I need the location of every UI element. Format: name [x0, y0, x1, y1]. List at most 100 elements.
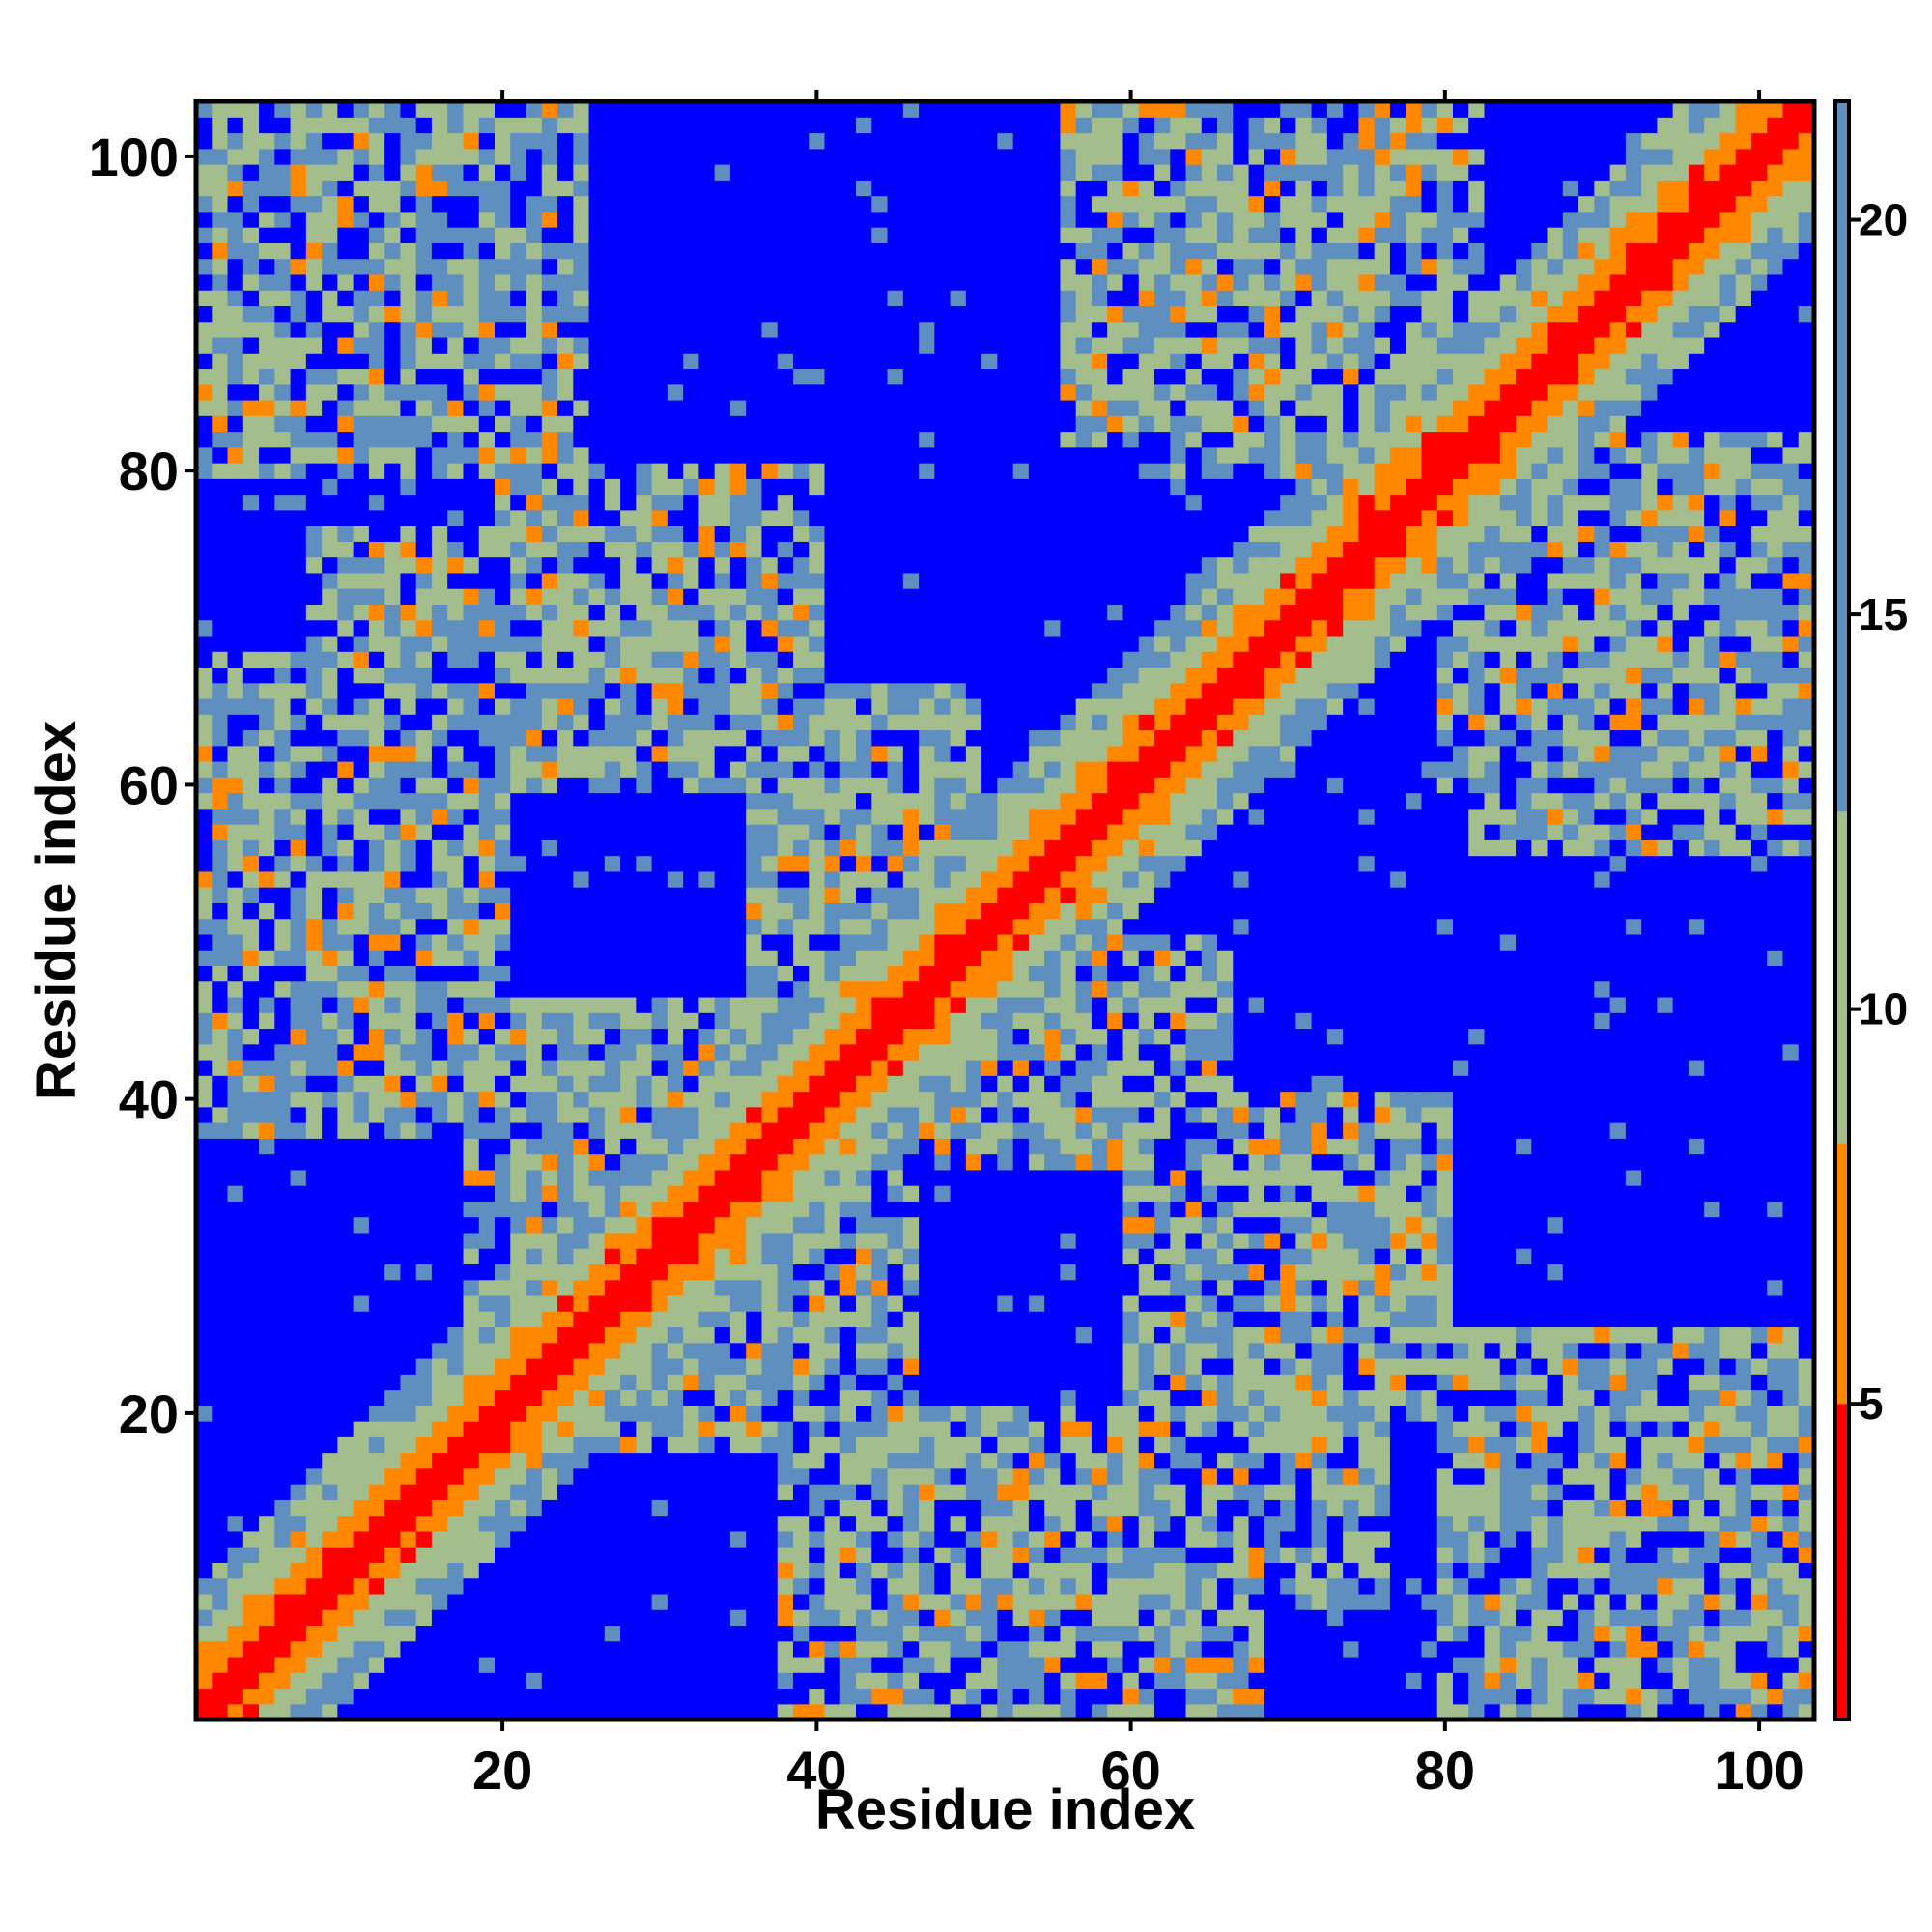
- heatmap-cell: [714, 1075, 731, 1093]
- heatmap-cell: [1578, 1357, 1595, 1375]
- heatmap-cell: [1468, 1169, 1486, 1186]
- heatmap-cell: [1389, 1201, 1406, 1218]
- heatmap-cell: [463, 1232, 480, 1249]
- heatmap-cell: [919, 1264, 935, 1281]
- heatmap-cell: [463, 1138, 480, 1155]
- heatmap-cell: [934, 1405, 952, 1422]
- heatmap-cell: [1012, 1153, 1030, 1171]
- heatmap-cell: [1468, 1421, 1486, 1437]
- heatmap-cell: [322, 1389, 338, 1406]
- heatmap-cell: [1798, 1043, 1815, 1061]
- heatmap-cell: [1641, 1562, 1658, 1579]
- heatmap-cell: [1122, 1059, 1140, 1076]
- heatmap-cell: [353, 1593, 370, 1610]
- heatmap-cell: [729, 1515, 747, 1532]
- heatmap-cell: [620, 980, 637, 998]
- heatmap-cell: [274, 1106, 292, 1123]
- heatmap-cell: [887, 1153, 904, 1171]
- heatmap-cell: [871, 1484, 889, 1500]
- heatmap-cell: [1782, 1248, 1800, 1264]
- heatmap-cell: [1248, 1656, 1265, 1673]
- heatmap-cell: [683, 1043, 699, 1061]
- heatmap-cell: [746, 1279, 763, 1296]
- heatmap-cell: [1625, 1625, 1642, 1642]
- heatmap-cell: [1075, 1703, 1093, 1720]
- heatmap-cell: [557, 1153, 574, 1171]
- heatmap-cell: [1452, 1059, 1469, 1076]
- heatmap-cell: [887, 965, 904, 982]
- heatmap-cell: [274, 1609, 292, 1627]
- heatmap-cell: [305, 1059, 323, 1076]
- heatmap-cell: [746, 1530, 763, 1548]
- heatmap-cell: [1499, 1421, 1517, 1437]
- heatmap-cell: [1153, 1294, 1171, 1312]
- heatmap-cell: [1233, 1028, 1250, 1045]
- heatmap-cell: [792, 996, 810, 1013]
- heatmap-cell: [1091, 1232, 1108, 1249]
- heatmap-cell: [729, 1075, 747, 1093]
- heatmap-cell: [1264, 1625, 1281, 1642]
- heatmap-cell: [934, 1499, 952, 1517]
- heatmap-cell: [1688, 1122, 1705, 1139]
- heatmap-cell: [667, 1169, 684, 1186]
- heatmap-cell: [604, 1656, 621, 1673]
- heatmap-cell: [1107, 1122, 1124, 1139]
- heatmap-cell: [792, 965, 810, 982]
- heatmap-cell: [620, 1547, 637, 1563]
- heatmap-cell: [902, 1122, 920, 1139]
- heatmap-cell: [934, 1201, 952, 1218]
- heatmap-cell: [1248, 1106, 1265, 1123]
- heatmap-cell: [1547, 1405, 1564, 1422]
- heatmap-cell: [746, 1216, 763, 1234]
- heatmap-cell: [1264, 1311, 1281, 1328]
- heatmap-cell: [1798, 1703, 1815, 1720]
- heatmap-cell: [510, 1216, 527, 1234]
- heatmap-cell: [1044, 1530, 1062, 1548]
- heatmap-cell: [541, 1405, 558, 1422]
- heatmap-cell: [1185, 1577, 1203, 1595]
- heatmap-cell: [1248, 1467, 1265, 1485]
- heatmap-cell: [636, 1091, 653, 1108]
- heatmap-cell: [384, 1625, 402, 1642]
- heatmap-cell: [1704, 1499, 1721, 1517]
- heatmap-cell: [1484, 1294, 1501, 1312]
- heatmap-cell: [698, 1530, 716, 1548]
- heatmap-cell: [1452, 1389, 1469, 1406]
- heatmap-cell: [792, 1342, 810, 1359]
- heatmap-cell: [1107, 1577, 1124, 1595]
- heatmap-cell: [1750, 1075, 1768, 1093]
- heatmap-cell: [1358, 1075, 1376, 1093]
- heatmap-cell: [1657, 1248, 1674, 1264]
- heatmap-cell: [856, 1593, 872, 1610]
- heatmap-cell: [1233, 1515, 1250, 1532]
- heatmap-cell: [463, 1499, 480, 1517]
- heatmap-cell: [1688, 1248, 1705, 1264]
- heatmap-cell: [557, 1593, 574, 1610]
- heatmap-cell: [1233, 1201, 1250, 1218]
- heatmap-cell: [1044, 1688, 1062, 1705]
- heatmap-cell: [1091, 1672, 1108, 1690]
- heatmap-cell: [667, 1294, 684, 1312]
- heatmap-cell: [1201, 1294, 1218, 1312]
- heatmap-cell: [651, 1499, 668, 1517]
- heatmap-cell: [1170, 965, 1187, 982]
- heatmap-cell: [447, 1640, 465, 1658]
- heatmap-cell: [1688, 1530, 1705, 1548]
- heatmap-cell: [478, 1311, 496, 1328]
- heatmap-cell: [259, 1515, 275, 1532]
- heatmap-cell: [1484, 1169, 1501, 1186]
- heatmap-cell: [478, 1672, 496, 1690]
- heatmap-cell: [1468, 1688, 1486, 1705]
- heatmap-cell: [557, 1530, 574, 1548]
- heatmap-cell: [494, 1185, 511, 1202]
- heatmap-cell: [1358, 1374, 1376, 1391]
- heatmap-cell: [620, 1232, 637, 1249]
- heatmap-cell: [1264, 1091, 1281, 1108]
- heatmap-cell: [1688, 1216, 1705, 1234]
- heatmap-cell: [1531, 1405, 1548, 1422]
- heatmap-cell: [588, 1153, 606, 1171]
- heatmap-cell: [1798, 1216, 1815, 1234]
- heatmap-cell: [1484, 1201, 1501, 1218]
- heatmap-cell: [950, 1703, 967, 1720]
